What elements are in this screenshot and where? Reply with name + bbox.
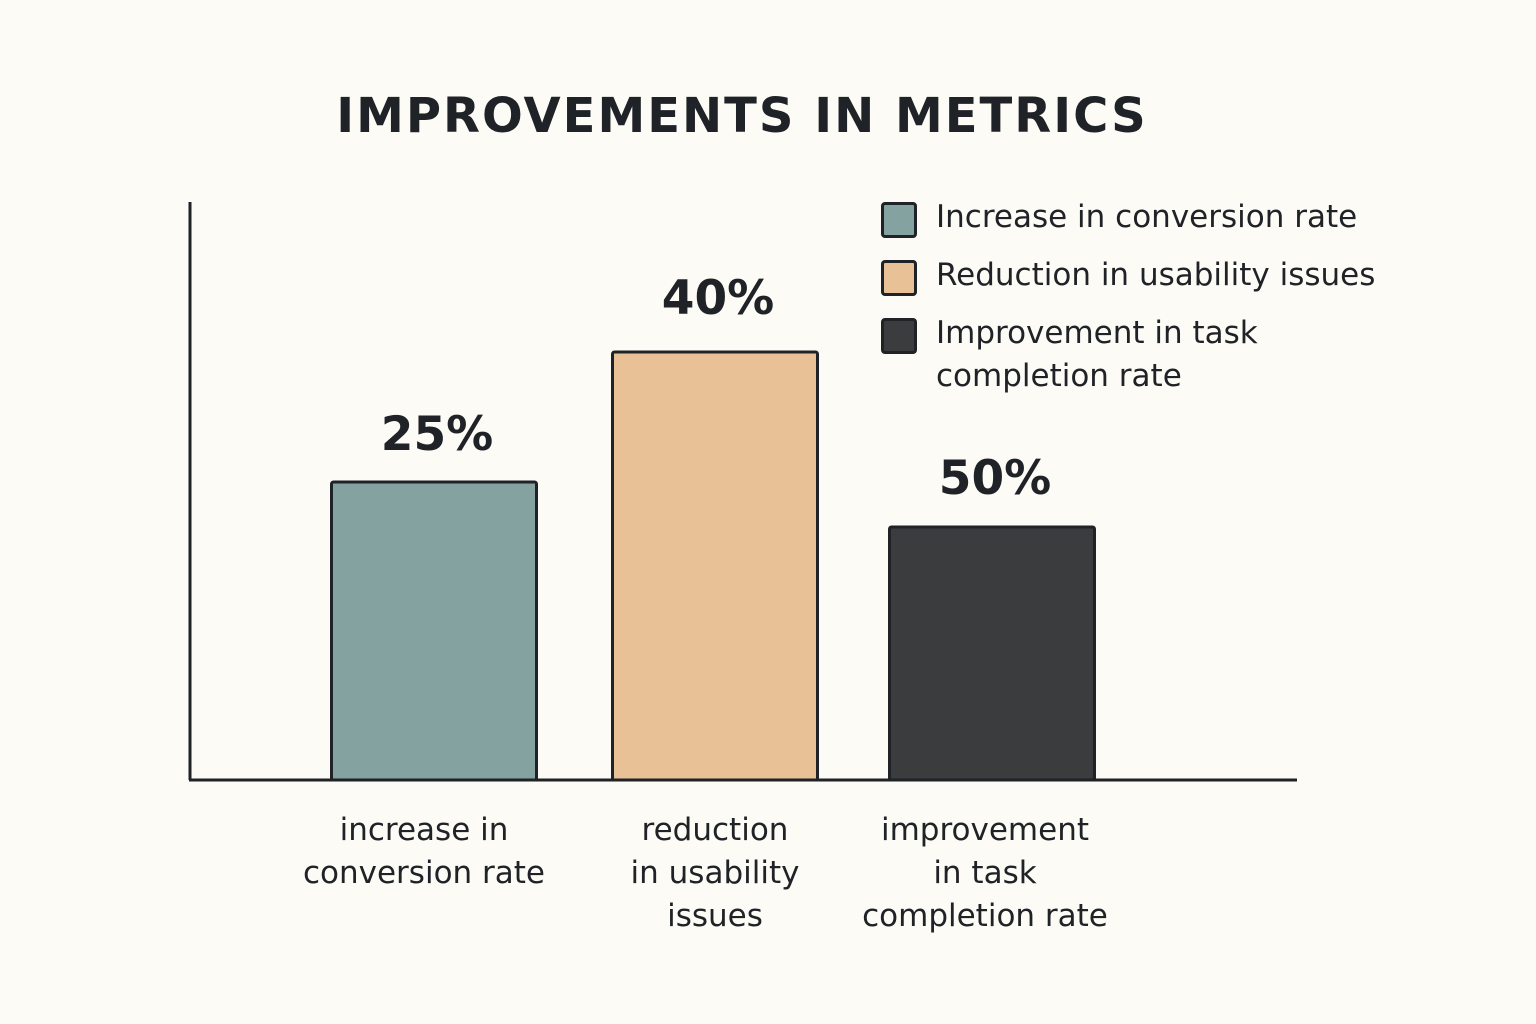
chart-legend: Increase in conversion rate Reduction in… bbox=[880, 196, 1400, 398]
legend-label-usability: Reduction in usability issues bbox=[936, 257, 1376, 293]
legend-swatch-usability bbox=[881, 260, 917, 296]
legend-item-task-completion: Improvement in task completion rate bbox=[880, 312, 1400, 398]
bar-conversion bbox=[330, 480, 538, 782]
category-label-usability-line-1: reduction bbox=[642, 812, 789, 848]
legend-item-conversion: Increase in conversion rate bbox=[880, 196, 1400, 239]
value-label-usability: 40% bbox=[662, 271, 775, 326]
legend-label-task-completion: Improvement in task completion rate bbox=[936, 315, 1258, 394]
bar-task-completion bbox=[888, 525, 1096, 782]
legend-swatch-task-completion bbox=[881, 318, 917, 354]
category-label-usability-line-2: in usability bbox=[631, 855, 800, 891]
value-label-conversion: 25% bbox=[381, 407, 494, 462]
category-label-usability-line-3: issues bbox=[667, 898, 763, 934]
chart-title: IMPROVEMENTS IN METRICS bbox=[336, 88, 1148, 144]
legend-label-conversion: Increase in conversion rate bbox=[936, 199, 1358, 235]
category-label-task-completion-line-2: in task bbox=[933, 855, 1036, 891]
legend-swatch-conversion bbox=[881, 202, 917, 238]
legend-item-usability: Reduction in usability issues bbox=[880, 254, 1400, 297]
category-label-task-completion-line-3: completion rate bbox=[862, 898, 1108, 934]
bar-usability bbox=[611, 350, 819, 782]
value-label-task-completion: 50% bbox=[939, 451, 1052, 506]
category-label-conversion-line-2: conversion rate bbox=[303, 855, 545, 891]
category-label-conversion-line-1: increase in bbox=[340, 812, 509, 848]
category-label-task-completion-line-1: improvement bbox=[881, 812, 1089, 848]
